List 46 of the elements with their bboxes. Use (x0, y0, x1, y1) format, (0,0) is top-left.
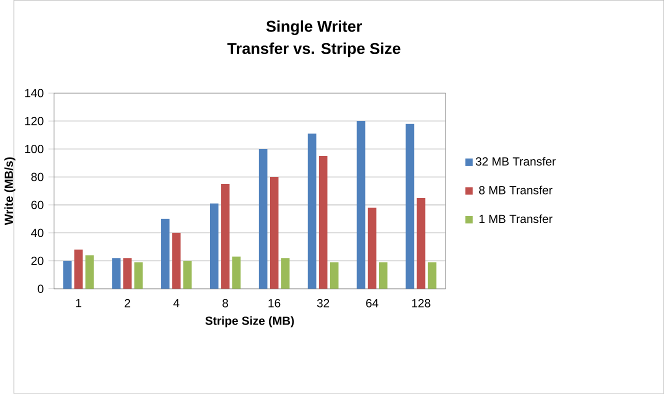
bar (134, 262, 143, 289)
y-axis-title: Write (MB/s) (4, 157, 16, 226)
bar (63, 260, 72, 289)
bar (378, 262, 388, 289)
y-tick-label: 100 (25, 144, 44, 154)
bar (406, 124, 414, 289)
bar (161, 218, 170, 289)
x-tick-label: 64 (366, 299, 378, 308)
legend-label: 32 MB Transfer (476, 157, 556, 166)
y-tick-label: 140 (25, 88, 44, 98)
bar (281, 258, 290, 289)
legend-label: 1 MB Transfer (480, 214, 552, 224)
bar (232, 256, 241, 289)
x-axis-title: Stripe Size (MB) (205, 316, 294, 328)
x-tick-label: 16 (268, 299, 280, 308)
bar (74, 250, 83, 289)
y-tick-label: 120 (25, 116, 44, 126)
bar (356, 121, 366, 289)
y-tick-label: 60 (31, 200, 44, 210)
x-tick-label: 4 (173, 299, 180, 308)
bar (330, 262, 338, 289)
y-tick-label: 0 (38, 284, 44, 294)
x-tick-label: 32 (317, 299, 330, 308)
legend-label: 8 MB Transfer (479, 186, 552, 194)
bar (258, 149, 268, 289)
bar (318, 156, 328, 289)
x-tick-label: 2 (124, 299, 130, 308)
x-tick-label: 128 (412, 299, 430, 308)
x-tick-label: 1 (76, 299, 82, 308)
bar (112, 258, 121, 289)
bar (270, 177, 278, 289)
bar (428, 262, 436, 289)
bar (210, 204, 218, 289)
bar (123, 258, 132, 289)
bar (172, 232, 181, 289)
bar (368, 208, 376, 289)
bar (183, 260, 192, 289)
y-tick-label: 40 (31, 228, 44, 238)
y-tick-label: 80 (31, 172, 44, 182)
bar (85, 255, 94, 289)
bar (416, 198, 426, 289)
bar (221, 184, 230, 289)
x-tick-label: 8 (222, 299, 228, 308)
chart-title: Single Writer Transfer vs. Stripe Size (227, 20, 400, 58)
y-tick-label: 20 (31, 256, 44, 266)
bar (308, 134, 316, 289)
